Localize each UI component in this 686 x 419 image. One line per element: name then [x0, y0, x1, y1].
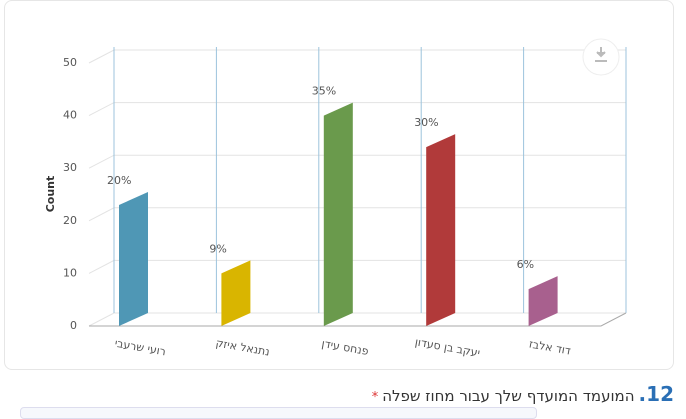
required-mark: *	[371, 390, 379, 405]
bar	[221, 260, 251, 326]
question-number: 12.	[638, 382, 674, 406]
y-axis-label: Count	[44, 176, 57, 213]
y-tick-label: 20	[63, 214, 77, 227]
percent-label: 20%	[107, 174, 131, 187]
percent-label: 6%	[517, 258, 534, 271]
question-title: 12. המועמד המועדף שלך עבור מחוז שפלה *	[372, 382, 674, 406]
x-tick-label: נתנאל איזק	[215, 336, 271, 358]
x-tick-label: רועי שרעבי	[114, 337, 167, 359]
question-text: המועמד המועדף שלך עבור מחוז שפלה	[382, 387, 635, 405]
x-tick-label: דוד אלבז	[528, 337, 572, 357]
y-tick-label: 0	[70, 319, 77, 332]
y-tick-label: 30	[63, 161, 77, 174]
bar	[323, 102, 353, 326]
bar	[528, 276, 558, 326]
grid-line	[88, 207, 626, 222]
grid-line	[88, 259, 626, 274]
bar	[426, 134, 456, 326]
percent-label: 35%	[312, 85, 336, 98]
grid-line	[88, 154, 626, 169]
download-button[interactable]	[582, 38, 620, 76]
grid-line	[88, 49, 626, 64]
y-tick-label: 10	[63, 266, 77, 279]
x-tick-label: פנחס עידן	[321, 337, 370, 358]
chart-card: Count 0 10 20 30 40 50 20% רועי שרעבי 9% נתנאל אי…	[4, 0, 674, 370]
bar	[119, 192, 148, 326]
percent-label: 9%	[209, 242, 226, 255]
chart: Count 0 10 20 30 40 50 20% רועי שרעבי 9% נתנאל אי…	[44, 38, 627, 360]
answer-input[interactable]	[20, 407, 537, 419]
download-icon[interactable]	[595, 47, 607, 62]
x-tick-label: יעקב בן סעדון	[414, 335, 481, 359]
y-tick-label: 40	[63, 109, 77, 122]
percent-label: 30%	[414, 116, 438, 129]
y-tick-label: 50	[63, 56, 77, 69]
floor-edge	[89, 312, 627, 327]
grid-line	[88, 102, 626, 117]
